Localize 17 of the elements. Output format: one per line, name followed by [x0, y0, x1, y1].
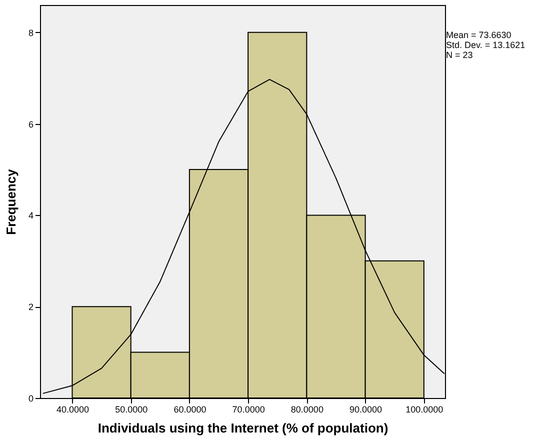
x-tick-label: 50.0000 — [115, 404, 148, 414]
y-axis-title: Frequency — [3, 168, 18, 235]
x-tick-label: 70.0000 — [232, 404, 265, 414]
x-tick-label: 90.0000 — [350, 404, 382, 414]
y-tick-label: 6 — [28, 119, 34, 130]
y-tick-label: 4 — [28, 210, 34, 221]
x-tick-label: 100.0000 — [406, 404, 444, 414]
x-tick-label: 40.0000 — [56, 404, 90, 414]
text: Std. Dev. = 13.1621 — [446, 40, 526, 50]
text: N = 23 — [446, 50, 474, 60]
x-tick-label: 80.0000 — [290, 404, 324, 414]
x-tick-label: 60.0000 — [174, 404, 206, 414]
y-tick-label: 2 — [28, 302, 34, 312]
y-tick-label: 8 — [28, 28, 34, 38]
y-tick-label: 0 — [28, 394, 34, 404]
text: Mean = 73.6630 — [446, 30, 512, 40]
x-axis-title: Individuals using the Internet (% of population) — [98, 420, 388, 436]
